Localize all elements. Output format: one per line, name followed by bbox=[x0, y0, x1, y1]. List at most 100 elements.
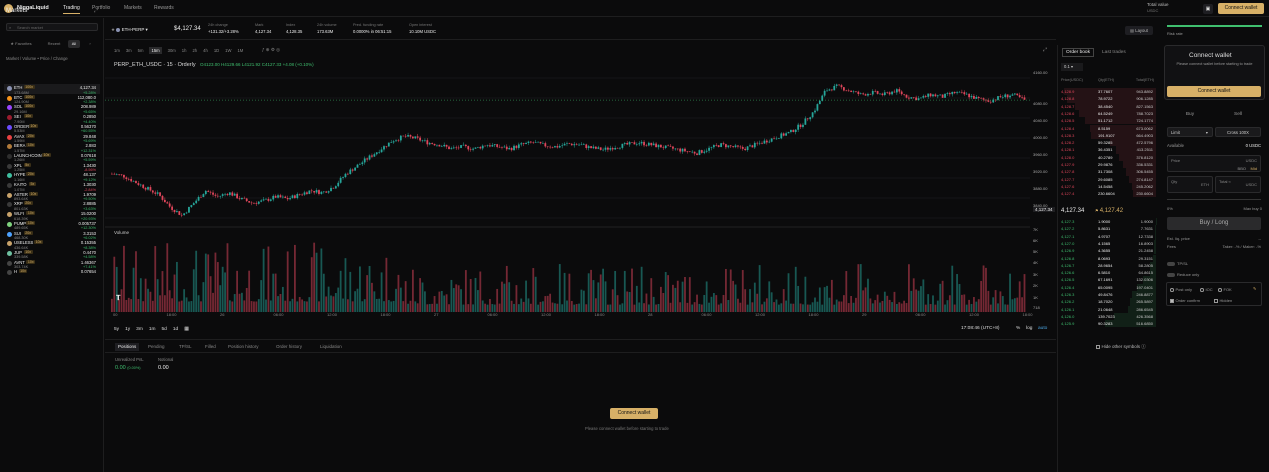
orderbook-row[interactable]: 4,126.6 6.5810 64.8615 bbox=[1058, 269, 1156, 277]
market-row[interactable]: WLFI 10x 618.39K 15.0200 +20.93% bbox=[4, 210, 100, 221]
orderbook-row[interactable]: 4,126.3 49.8476 246.8877 bbox=[1058, 291, 1156, 299]
price-input[interactable]: Price USDC BBO Mid bbox=[1167, 155, 1261, 172]
candlestick-chart[interactable] bbox=[105, 72, 1035, 326]
compare-icon[interactable]: ⊕ bbox=[265, 47, 270, 52]
tab-order-book[interactable]: Order book bbox=[1062, 48, 1094, 57]
tab-positions[interactable]: Positions bbox=[115, 342, 140, 351]
timeframe-1D[interactable]: 1D bbox=[213, 48, 220, 53]
filter-favorites[interactable]: ★ Favorites bbox=[6, 40, 36, 48]
orderbook-row[interactable]: 4,128.2 59.3285 472.5796 bbox=[1058, 139, 1156, 147]
buy-long-button[interactable]: Buy / Long bbox=[1167, 217, 1261, 230]
percent-scale-toggle[interactable]: % bbox=[1016, 326, 1021, 331]
orderbook-row[interactable]: 4,126.4 65.0095 197.0401 bbox=[1058, 283, 1156, 291]
tab-liquidation[interactable]: Liquidation bbox=[320, 344, 342, 349]
size-slider[interactable] bbox=[1167, 199, 1261, 200]
orderbook-row[interactable]: 4,128.6 64.5249 788.7023 bbox=[1058, 109, 1156, 118]
search-input[interactable]: Search market bbox=[6, 23, 98, 31]
timeframe-1m[interactable]: 1m bbox=[114, 48, 120, 53]
orderbook-row[interactable]: 4,126.2 18.7020 265.5897 bbox=[1058, 298, 1156, 306]
toggle-switch[interactable] bbox=[1167, 261, 1175, 267]
checkbox[interactable] bbox=[1214, 299, 1218, 303]
buy-tab[interactable]: Buy bbox=[1185, 112, 1195, 117]
tpsl-toggle[interactable]: TP/SL bbox=[1167, 261, 1188, 267]
orderbook-row[interactable]: 4,128.3 191.9107 664.4903 bbox=[1058, 131, 1156, 140]
mid-button[interactable]: Mid bbox=[1250, 165, 1257, 171]
fok-option[interactable]: FOK bbox=[1218, 287, 1232, 292]
orderbook-row[interactable]: 4,128.4 8.5159 673.0062 bbox=[1058, 124, 1156, 132]
orderbook-row[interactable]: 4,128.0 40.2789 376.8120 bbox=[1058, 153, 1156, 161]
orderbook-row[interactable]: 4,127.2 5.8631 7.7631 bbox=[1058, 225, 1156, 233]
layout-button[interactable]: ▤ Layout bbox=[1125, 26, 1153, 35]
expand-icon[interactable]: ⤢ bbox=[94, 8, 99, 14]
nav-markets[interactable]: Markets bbox=[124, 5, 142, 11]
tab-pending[interactable]: Pending bbox=[148, 344, 165, 349]
pair-selector[interactable]: ★ ETH-PERP ▾ bbox=[111, 27, 148, 33]
hidden-option[interactable]: Hidden bbox=[1214, 298, 1232, 303]
orderbook-row[interactable]: 4,128.9 37.7607 943.8892 bbox=[1058, 88, 1156, 96]
radio[interactable] bbox=[1218, 288, 1222, 292]
tab-filled[interactable]: Filled bbox=[205, 344, 216, 349]
tab-order-history[interactable]: Order history bbox=[276, 344, 303, 349]
orderbook-row[interactable]: 4,126.8 8.0693 29.3151 bbox=[1058, 254, 1156, 262]
pin-icon[interactable]: ✎ bbox=[1253, 286, 1257, 291]
tab-last-trades[interactable]: Last trades bbox=[1102, 50, 1126, 55]
orderbook-row[interactable]: 4,128.1 36.4351 413.2511 bbox=[1058, 146, 1156, 154]
filter-recent[interactable]: Recent bbox=[47, 41, 61, 46]
orderbook-row[interactable]: 4,127.3 1.9000 1.9000 bbox=[1058, 218, 1156, 226]
range-1y[interactable]: 1y bbox=[125, 327, 131, 332]
connect-wallet-button-trade[interactable]: Connect wallet bbox=[1167, 86, 1261, 97]
checkbox[interactable] bbox=[1170, 299, 1174, 303]
toggle-switch[interactable] bbox=[1167, 272, 1175, 278]
connect-wallet-button[interactable]: Connect wallet bbox=[1218, 3, 1264, 14]
qty-input[interactable]: Qty ETH bbox=[1167, 176, 1213, 193]
ioc-option[interactable]: IOC bbox=[1200, 287, 1213, 292]
range-5d[interactable]: 5d bbox=[161, 327, 167, 332]
market-row[interactable]: ASTER 10x 893.64K 1.9709 +9.50% bbox=[4, 191, 100, 201]
orderbook-row[interactable]: 4,126.9 4.3655 21.2458 bbox=[1058, 247, 1156, 255]
market-row[interactable]: XRP 20x 801.63K 2.8885 +3.63% bbox=[4, 200, 100, 211]
timeframe-2h[interactable]: 2h bbox=[192, 48, 198, 53]
nav-rewards[interactable]: Rewards bbox=[154, 5, 174, 11]
timeframe-1W[interactable]: 1W bbox=[225, 48, 232, 53]
market-row[interactable]: ETH 100x 173.68M 4,127.34 +5.28% bbox=[4, 84, 100, 95]
orderbook-row[interactable]: 4,127.0 4.1565 16.8903 bbox=[1058, 239, 1156, 248]
market-row[interactable]: AVNT 10x 303.74K 1.46367 +7.41% bbox=[4, 259, 100, 269]
orderbook-row[interactable]: 4,125.9 90.3283 516.6850 bbox=[1058, 320, 1156, 328]
order-type-select[interactable]: Limit ▾ bbox=[1167, 127, 1213, 137]
market-row[interactable]: XPL 5x 1.25M 1.3430 -8.56% bbox=[4, 162, 100, 172]
col-total[interactable]: Total(ETH) bbox=[1135, 78, 1154, 82]
range-1d[interactable]: 1d bbox=[172, 327, 179, 332]
range-3m[interactable]: 3m bbox=[136, 327, 143, 332]
checkbox[interactable] bbox=[1096, 345, 1100, 349]
orderbook-row[interactable]: 4,128.7 38.4540 827.1563 bbox=[1058, 102, 1156, 110]
market-row[interactable]: BTC 100x 124.90M 112,080.0 +2.38% bbox=[4, 94, 100, 104]
market-row[interactable]: LAUNCHCOIN 10x 1.26M 0.07618 +5.59% bbox=[4, 152, 100, 162]
camera-icon[interactable]: ◎ bbox=[276, 47, 281, 52]
range-5y[interactable]: 5y bbox=[114, 327, 120, 332]
margin-mode-button[interactable]: Cross 100X bbox=[1215, 127, 1261, 137]
tick-size-select[interactable]: 0.1 ▾ bbox=[1061, 63, 1083, 71]
orderbook-row[interactable]: 4,126.1 21.0648 286.6545 bbox=[1058, 305, 1156, 313]
bbo-button[interactable]: BBO bbox=[1237, 165, 1246, 171]
log-scale-toggle[interactable]: log bbox=[1026, 326, 1033, 331]
market-row[interactable]: SOL 100x 29.16M 208.989 +5.65% bbox=[4, 103, 100, 114]
radio[interactable] bbox=[1200, 288, 1204, 292]
sell-tab[interactable]: Sell bbox=[1234, 112, 1242, 117]
reduce-only-toggle[interactable]: Reduce only bbox=[1167, 272, 1199, 278]
fullscreen-icon[interactable]: ⤢ bbox=[1043, 47, 1048, 53]
star-icon[interactable]: ★ bbox=[111, 27, 117, 32]
nav-portfolio[interactable]: Portfolio bbox=[92, 5, 111, 11]
market-row[interactable]: PUMP 10x 489.65K 0.005737 +12.30% bbox=[4, 220, 100, 230]
timeframe-30m[interactable]: 30m bbox=[167, 48, 176, 53]
orderbook-row[interactable]: 4,127.1 4.9707 12.7338 bbox=[1058, 232, 1156, 240]
timeframe-4h[interactable]: 4h bbox=[203, 48, 208, 53]
indicator-icon[interactable]: ƒ bbox=[262, 47, 265, 52]
timeframe-5m[interactable]: 5m bbox=[137, 48, 144, 53]
tab-position-history[interactable]: Position history bbox=[228, 344, 259, 349]
market-row[interactable]: KAITO 5x 1.07M 1.3030 -2.84% bbox=[4, 181, 100, 192]
connect-wallet-button-positions[interactable]: Connect wallet bbox=[610, 408, 658, 419]
orderbook-row[interactable]: 4,127.8 31.7308 306.5455 bbox=[1058, 168, 1156, 176]
market-row[interactable]: USELESS 10x 436.64K 0.15355 +8.38% bbox=[4, 239, 100, 250]
market-row[interactable]: H 10x 0.07654 bbox=[4, 268, 100, 278]
orderbook-row[interactable]: 4,126.5 67.1691 132.0306 bbox=[1058, 276, 1156, 284]
